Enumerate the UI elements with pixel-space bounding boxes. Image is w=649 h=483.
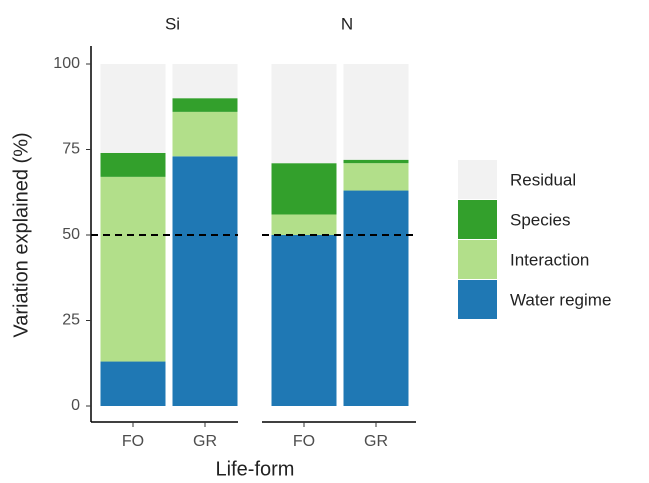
bar-segment [271,64,337,164]
x-tick-label: GR [364,433,388,450]
x-tick-label: GR [193,433,217,450]
bar-segment [172,98,238,112]
legend-key [458,240,497,279]
y-tick-label: 100 [53,55,80,72]
legend-label: Residual [510,170,576,189]
bar-segment [343,163,409,191]
bar-segment [172,111,238,157]
legend-key [458,200,497,239]
bar-segment [100,152,166,177]
x-axis-label: Life-form [216,458,295,480]
x-tick-label: FO [122,433,144,450]
bar-segment [172,156,238,406]
y-tick-label: 50 [62,226,80,243]
legend-key [458,160,497,199]
facet-label: N [341,14,353,33]
bar-segment [100,176,166,362]
facet-label: Si [165,14,180,33]
y-tick-label: 25 [62,312,80,329]
bar-segment [343,64,409,160]
y-tick-label: 75 [62,141,80,158]
bar-segment [343,159,409,164]
bar-segment [100,64,166,153]
bar-segment [343,190,409,406]
y-tick-label: 0 [71,397,80,414]
bar-segment [271,163,337,215]
legend-label: Species [510,210,570,229]
x-tick-label: FO [293,433,315,450]
legend-label: Water regime [510,290,611,309]
legend-key [458,280,497,319]
bar-segment [172,64,238,99]
y-axis-label: Variation explained (%) [10,132,32,337]
bar-segment [271,214,337,235]
bar-segment [100,361,166,406]
bar-segment [271,235,337,406]
legend-label: Interaction [510,250,589,269]
